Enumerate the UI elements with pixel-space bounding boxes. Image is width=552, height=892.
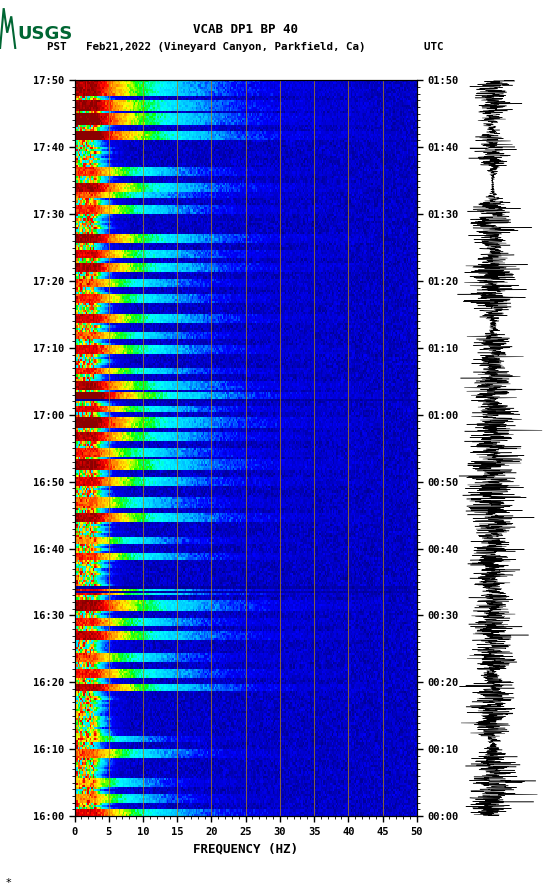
Text: USGS: USGS (18, 25, 73, 43)
Text: PST   Feb21,2022 (Vineyard Canyon, Parkfield, Ca)         UTC: PST Feb21,2022 (Vineyard Canyon, Parkfie… (47, 42, 444, 52)
X-axis label: FREQUENCY (HZ): FREQUENCY (HZ) (193, 842, 298, 855)
Text: VCAB DP1 BP 40: VCAB DP1 BP 40 (193, 22, 298, 36)
Text: *: * (6, 878, 11, 888)
